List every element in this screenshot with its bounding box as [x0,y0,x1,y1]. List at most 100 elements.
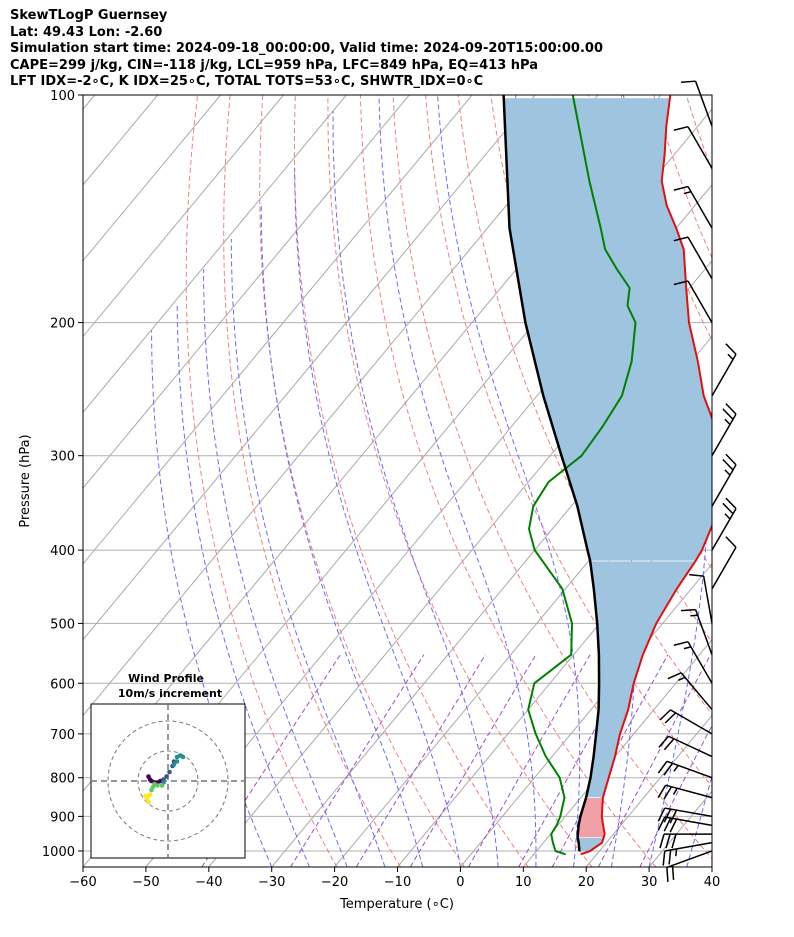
moist-adiabat-line [294,168,461,867]
mixing-ratio-line [409,654,537,867]
header-line-latlon: Lat: 49.43 Lon: -2.60 [10,24,163,40]
dewpoint-line-point [564,853,566,855]
wind-barb [658,735,713,758]
mixing-ratio-line [551,654,669,867]
dry-adiabat-line [259,95,465,867]
cape-shading [586,561,696,798]
temperature-line-point [666,204,668,207]
wind-barb [673,280,713,323]
x-tick-label: 30 [641,875,658,890]
y-tick-label: 1000 [42,845,75,860]
x-tick-label: 10 [515,875,532,890]
header-line-indices: LFT IDX=-2∘C, K IDX=25∘C, TOTAL TOTS=53∘… [10,74,484,89]
isotherm-line [460,563,712,867]
dewpoint-line-point [535,733,537,735]
temperature-line-point [665,125,667,127]
parcel-line [502,95,601,852]
dry-adiabat-line [185,95,338,867]
isotherm-line [585,714,712,867]
x-tick-label: −30 [258,875,285,890]
axis-ticks: −60 −50 −40 −30 −20 −10 0 10 20 30 40 100 200 300 400 5… [42,89,720,890]
x-tick-label: −60 [69,875,96,890]
parcel-line-point [578,842,580,844]
parcel-line-point [598,654,600,656]
isotherm-line [83,95,536,641]
parcel-line-point [577,824,580,826]
header-line-times: Simulation start time: 2024-09-18_00:00:… [10,41,603,56]
hodograph-point [149,787,154,793]
isotherm-line [397,487,712,867]
hodograph-point [159,783,165,788]
temperature-line-point [602,797,604,799]
dewpoint-line-point [604,248,606,250]
dry-adiabat-line [293,95,529,867]
dry-adiabat-line [751,95,794,867]
x-axis-title: Temperature (∘C) [339,897,454,912]
dry-adiabat-line [425,95,712,788]
parcel-line-point [576,836,579,838]
dry-adiabat-line [359,95,657,867]
temperature-line-point [642,654,644,656]
y-tick-label: 100 [50,89,75,104]
moist-adiabat-line [230,238,386,867]
dewpoint-line-point [629,287,631,289]
temperature-line-point [720,506,721,507]
isotherm-line [711,866,712,867]
parcel-line-point [585,796,587,798]
dewpoint-line-point [547,481,550,483]
dewpoint-line-point [555,824,558,826]
parcel-line-point [589,777,592,779]
parcel-line-point [595,733,597,735]
temperature-line-point [602,824,604,826]
y-tick-label: 200 [50,317,75,332]
moist-adiabat-line [378,95,537,867]
temperature-line-point [676,588,678,590]
temperature-line-point [688,321,690,324]
chart-header: SkewTLogP Guernsey Lat: 49.43 Lon: -2.60… [10,8,603,91]
moist-adiabat-line [260,205,424,867]
dewpoint-line-point [527,708,529,711]
header-line-station: SkewTLogP Guernsey [10,8,168,23]
plot-area [83,95,794,867]
hodograph-ring [137,750,199,812]
hodograph-subtitle: 10m/s increment [118,687,222,700]
hodograph-inset: Wind Profile 10m/s increment [90,672,246,859]
temperature-line-point [661,180,663,182]
temperature-line-point [601,815,603,817]
x-tick-label: 0 [456,875,464,890]
wind-barb [711,403,737,457]
temperature-line-point [580,853,582,855]
dry-adiabat-line [327,95,593,867]
y-tick-label: 800 [50,772,75,787]
isotherm-line [775,95,794,867]
upper-shading [503,98,712,561]
hodograph-ring [107,720,229,842]
dewpoint-line-point [532,505,534,507]
wind-barb [657,784,713,800]
temperature-line-point [589,850,591,852]
hodograph-point [167,769,172,775]
isotherm-line [83,95,599,717]
dewpoint-line-point [626,305,629,307]
parcel-line-point [593,588,595,590]
y-axis-title: Pressure (hPa) [18,434,33,527]
cin-shading [577,798,605,838]
isotherm-line [208,259,712,867]
wind-barb [689,573,713,624]
moist-adiabat-line [151,330,273,867]
dewpoint-line-point [570,654,572,656]
mixing-ratio-line [355,654,486,867]
dewpoint-line-point [561,588,563,590]
dewpoint-line-point [552,842,554,844]
wind-barb [657,760,713,779]
moist-adiabat-line [725,95,794,867]
wind-barb [662,841,713,866]
wind-barb [659,833,712,849]
dewpoint-line-point [571,622,573,625]
parcel-line-point [578,850,580,852]
parcel-line-point [560,455,563,457]
parcel-line-point [593,755,595,758]
moist-adiabat-line [332,111,499,867]
dewpoint-line-point [528,528,530,530]
hodograph-point [180,754,186,760]
